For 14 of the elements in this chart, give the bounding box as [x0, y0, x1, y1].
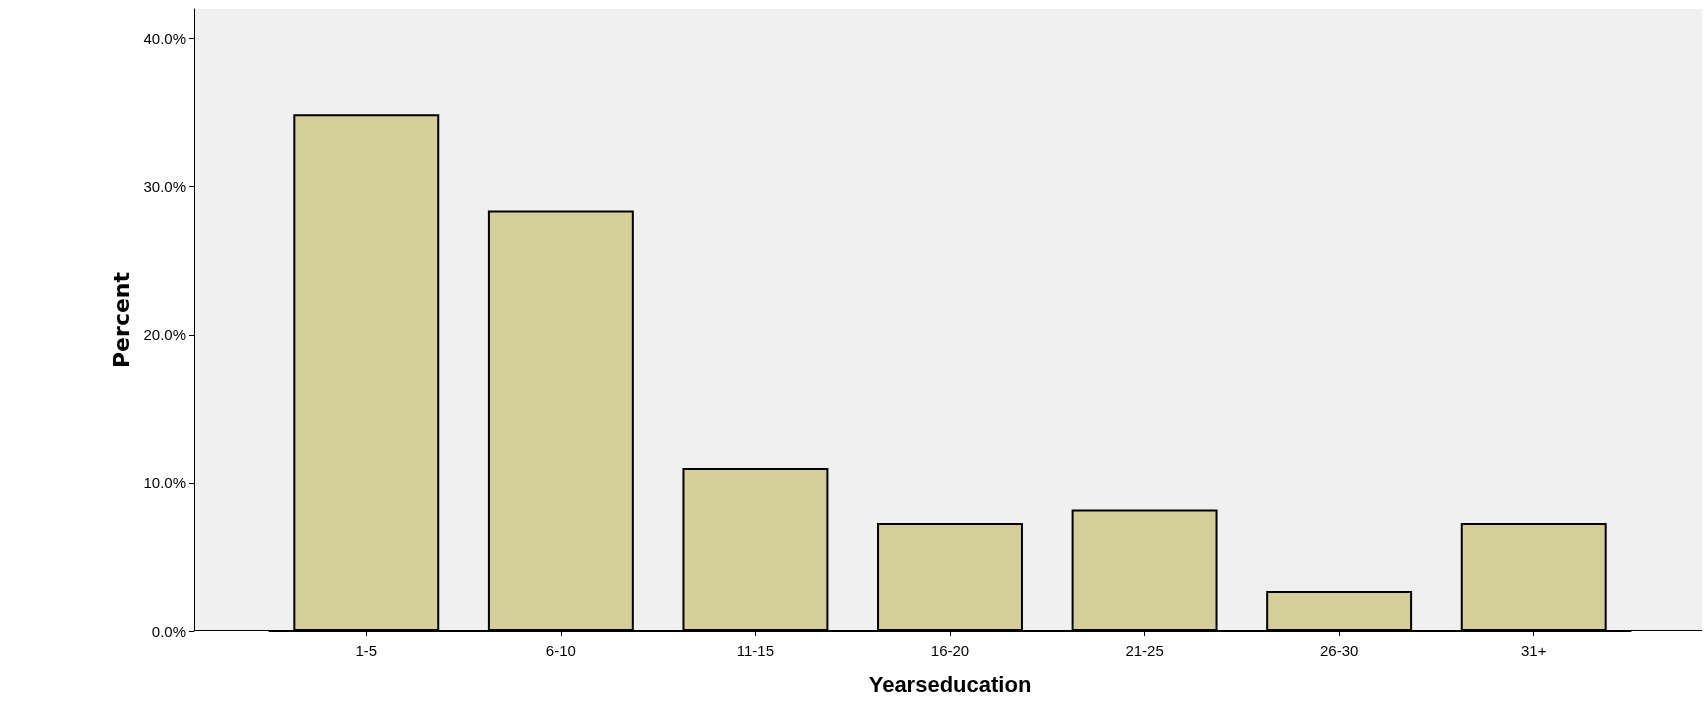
y-axis-title: Percent [109, 271, 135, 369]
x-tick-label: 31+ [1520, 642, 1547, 659]
x-tick-label: 1-5 [355, 642, 378, 659]
x-tick-label: 21-25 [1125, 642, 1164, 659]
x-tick-label: 11-15 [736, 642, 775, 659]
x-tick-label: 26-30 [1319, 642, 1359, 659]
y-tick-label: 10.0% [143, 474, 186, 492]
x-axis-title: Yearseducation [868, 671, 1032, 697]
y-tick-label: 0.0% [151, 622, 186, 640]
y-tick-label: 30.0% [143, 178, 186, 196]
x-tick-label: 6-10 [545, 642, 576, 659]
y-tick-label: 40.0% [143, 30, 186, 48]
x-tick-label: 16-20 [930, 642, 970, 659]
y-tick-label: 20.0% [143, 326, 186, 344]
